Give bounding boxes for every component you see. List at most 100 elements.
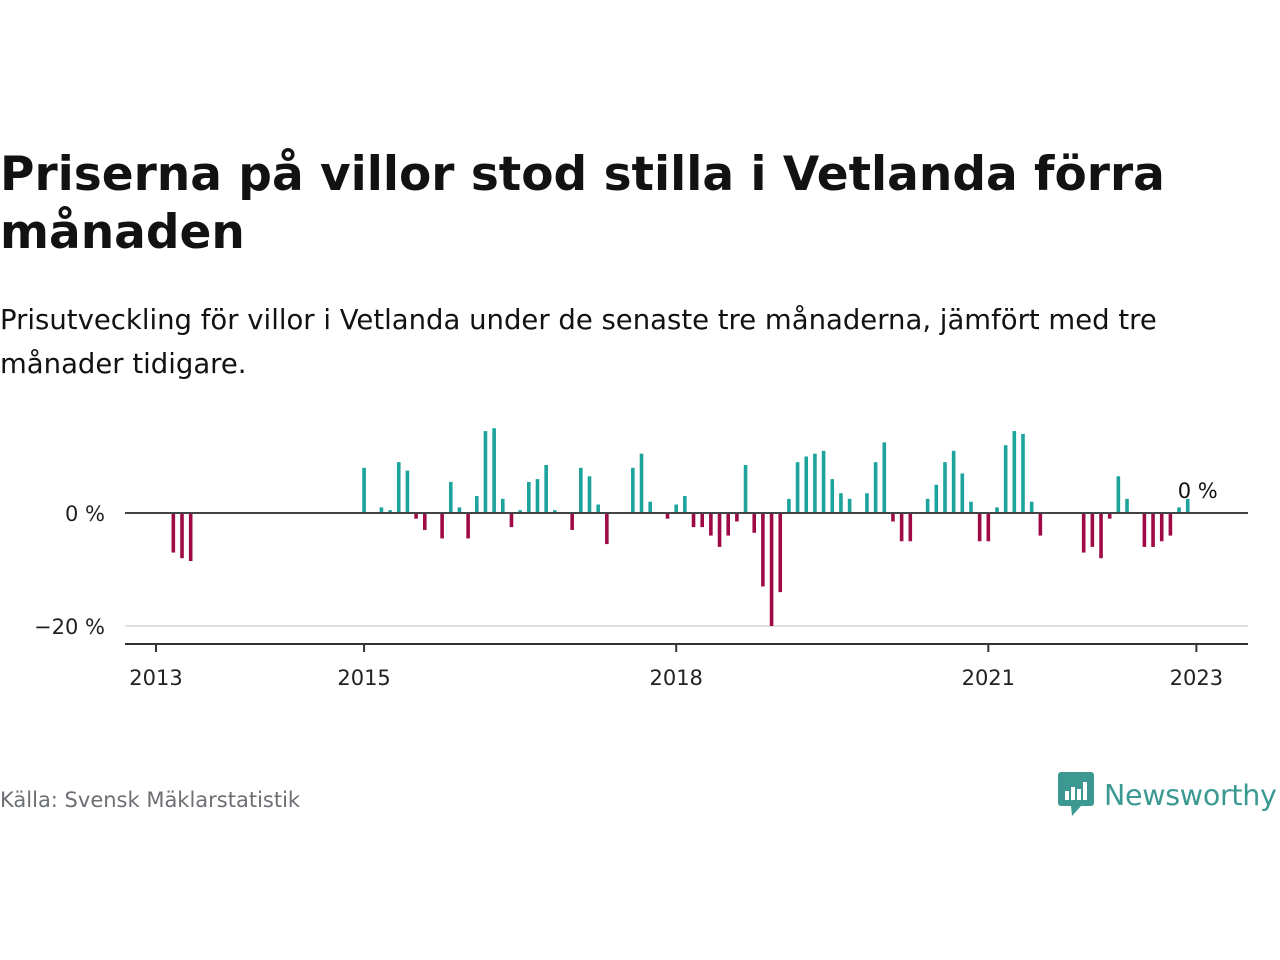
bar	[501, 498, 505, 513]
bar	[1185, 498, 1190, 513]
bar	[457, 507, 462, 513]
bar	[735, 513, 739, 522]
bar	[474, 496, 479, 513]
source-note: Källa: Svensk Mäklarstatistik	[0, 788, 301, 812]
bar	[847, 498, 852, 513]
bar-chart-speech-bubble-icon	[1058, 772, 1094, 816]
bar	[891, 513, 895, 522]
x-tick-label: 2018	[649, 666, 702, 690]
chart-title: Priserna på villor stod stilla i Vetland…	[0, 147, 1165, 260]
bar	[717, 513, 722, 547]
bar	[882, 442, 887, 513]
axes	[125, 512, 1248, 652]
bar	[1116, 476, 1121, 513]
bar	[683, 496, 687, 513]
bar	[362, 467, 366, 513]
bar	[509, 513, 514, 528]
bar	[171, 513, 176, 553]
bar	[899, 513, 904, 542]
bar	[466, 513, 470, 539]
bar	[977, 513, 982, 542]
bar	[995, 507, 999, 513]
bar	[787, 498, 791, 513]
bar	[943, 462, 947, 513]
bar	[639, 453, 644, 513]
bar-chart: 0 % −20 % 2013 2015 2018 2021 2023 0 %	[34, 428, 1248, 690]
bar	[440, 513, 444, 539]
labels: 0 % −20 % 2013 2015 2018 2021 2023 0 %	[34, 479, 1223, 690]
newsworthy-logo: Newsworthy	[1058, 772, 1277, 818]
bar	[709, 513, 713, 536]
y-tick-label: 0 %	[65, 502, 105, 526]
bar	[448, 481, 453, 513]
latest-value-annotation: 0 %	[1178, 479, 1218, 503]
bar	[1168, 513, 1173, 536]
bar	[726, 513, 731, 536]
bar	[579, 467, 583, 513]
bar	[865, 493, 869, 513]
bar	[535, 479, 540, 513]
bar	[778, 513, 783, 593]
bar	[492, 428, 496, 513]
bars	[171, 428, 1190, 626]
bar	[700, 513, 705, 528]
bar	[596, 504, 600, 513]
bar	[1142, 513, 1147, 547]
bar	[188, 513, 193, 562]
bar	[587, 476, 592, 513]
bar	[605, 513, 609, 545]
chart-subtitle: Prisutveckling för villor i Vetlanda und…	[0, 304, 1157, 380]
bar	[665, 513, 670, 519]
bar	[414, 513, 418, 519]
bar	[405, 470, 410, 513]
x-tick-label: 2023	[1170, 666, 1223, 690]
bar	[691, 513, 696, 528]
bar	[570, 513, 574, 530]
bar	[1107, 513, 1112, 519]
bar	[1003, 445, 1008, 513]
bar	[1177, 507, 1181, 513]
x-tick-label: 2013	[129, 666, 182, 690]
x-tick-label: 2021	[962, 666, 1015, 690]
bar	[873, 462, 878, 513]
bar	[180, 513, 184, 559]
bar	[1125, 498, 1129, 513]
bar	[1090, 513, 1095, 547]
y-tick-label: −20 %	[34, 615, 105, 639]
bar	[743, 464, 748, 513]
bar	[752, 513, 757, 533]
bar	[795, 462, 800, 513]
bar	[422, 513, 427, 530]
bar	[518, 510, 522, 513]
bar	[986, 513, 991, 542]
x-tick-label: 2015	[337, 666, 390, 690]
bar	[527, 481, 531, 513]
bar	[1029, 501, 1034, 513]
bar	[1081, 513, 1086, 553]
bar	[761, 513, 765, 587]
bar	[813, 453, 817, 513]
bar	[925, 498, 930, 513]
bar	[648, 501, 652, 513]
bar	[1151, 513, 1155, 547]
bar	[1021, 433, 1025, 513]
logo-text: Newsworthy	[1104, 778, 1277, 812]
bar	[396, 462, 401, 513]
bar	[1099, 513, 1103, 559]
bar	[960, 473, 965, 513]
bar	[544, 464, 548, 513]
bar	[388, 510, 392, 513]
bar	[1038, 513, 1043, 536]
bar	[934, 484, 939, 513]
bar	[631, 467, 635, 513]
bar	[908, 513, 913, 542]
bar	[951, 450, 956, 513]
bar	[1012, 431, 1017, 513]
bar	[553, 510, 557, 513]
bar	[830, 479, 835, 513]
bar	[804, 456, 809, 513]
bar	[969, 501, 973, 513]
bar	[821, 450, 826, 513]
bar	[839, 493, 843, 513]
bar	[1159, 513, 1164, 542]
